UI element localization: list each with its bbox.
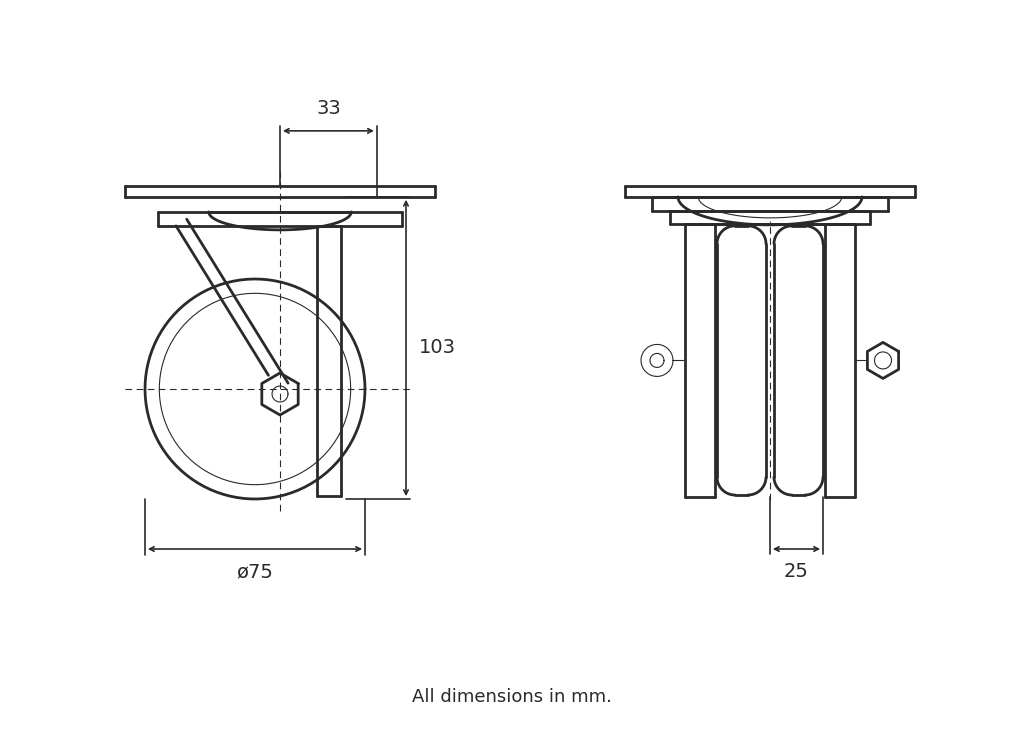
Text: 103: 103 bbox=[419, 338, 456, 358]
Text: All dimensions in mm.: All dimensions in mm. bbox=[412, 688, 612, 706]
Text: ø75: ø75 bbox=[237, 562, 273, 581]
Text: 33: 33 bbox=[316, 99, 341, 118]
Text: 25: 25 bbox=[784, 562, 809, 581]
